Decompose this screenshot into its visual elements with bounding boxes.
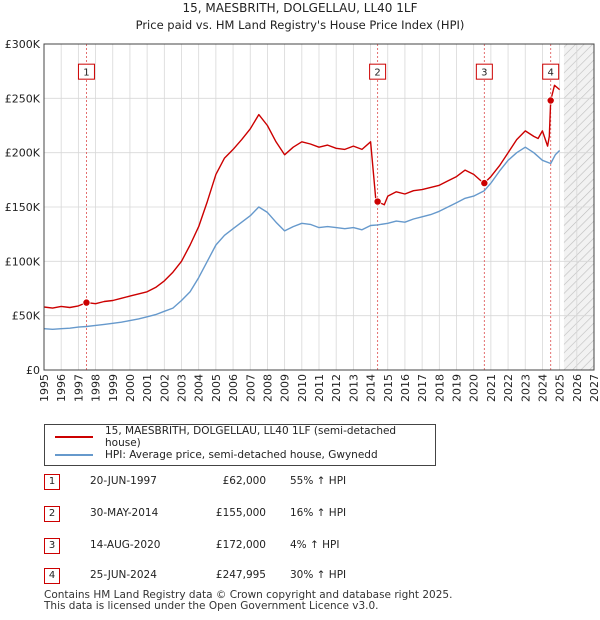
sale-date: 14-AUG-2020 (90, 539, 161, 551)
x-tick-label: 2023 (519, 374, 532, 402)
sale-point (373, 197, 382, 206)
x-tick-label: 2021 (485, 374, 498, 402)
legend: 15, MAESBRITH, DOLGELLAU, LL40 1LF (semi… (44, 424, 436, 466)
y-tick-label: £50K (12, 310, 41, 323)
legend-item-property: 15, MAESBRITH, DOLGELLAU, LL40 1LF (semi… (55, 425, 435, 449)
x-tick-label: 2013 (347, 374, 360, 402)
table-row: 1 20-JUN-1997 £62,000 55% ↑ HPI (44, 474, 444, 492)
y-tick-label: £250K (5, 92, 41, 105)
sale-annotation-label: 1 (83, 68, 89, 79)
series-line-hpi (43, 146, 561, 330)
footer-line-copyright: Contains HM Land Registry data © Crown c… (44, 589, 453, 601)
sale-price: £62,000 (222, 475, 266, 487)
x-tick-label: 2022 (502, 374, 515, 402)
sale-number-badge: 4 (44, 568, 60, 584)
x-tick-label: 2011 (313, 374, 326, 402)
sale-date: 25-JUN-2024 (90, 569, 157, 581)
legend-label-property: 15, MAESBRITH, DOLGELLAU, LL40 1LF (semi… (104, 425, 397, 449)
x-tick-label: 2005 (210, 374, 223, 402)
x-tick-label: 2016 (399, 374, 412, 402)
sale-price: £155,000 (215, 507, 266, 519)
x-tick-label: 2019 (451, 374, 464, 402)
sale-date: 20-JUN-1997 (90, 475, 157, 487)
x-tick-label: 1998 (90, 374, 103, 402)
sale-price: £247,995 (215, 569, 266, 581)
x-tick-label: 2009 (279, 374, 292, 402)
x-tick-label: 2024 (536, 374, 549, 402)
sale-hpi-change: 55% ↑ HPI (290, 475, 347, 487)
x-tick-label: 2002 (158, 374, 171, 402)
footer-line-licence: This data is licensed under the Open Gov… (44, 600, 379, 612)
sale-annotation-box (369, 63, 387, 80)
x-tick-label: 1995 (38, 374, 51, 402)
sale-annotation-label: 2 (374, 68, 380, 79)
chart-title: 15, MAESBRITH, DOLGELLAU, LL40 1LF (183, 1, 418, 15)
x-tick-label: 2007 (244, 374, 257, 402)
sale-hpi-change: 30% ↑ HPI (290, 569, 347, 581)
series-line-property (43, 84, 561, 309)
x-tick-label: 2020 (468, 374, 481, 402)
legend-label-hpi: HPI: Average price, semi-detached house,… (105, 449, 378, 461)
y-tick-label: £150K (5, 201, 41, 214)
sale-number-badge: 2 (44, 506, 60, 522)
chart-subtitle: Price paid vs. HM Land Registry's House … (136, 18, 465, 32)
sale-point (480, 179, 489, 188)
legend-item-hpi: HPI: Average price, semi-detached house,… (55, 447, 378, 463)
x-tick-label: 2017 (416, 374, 429, 402)
sale-annotation-box (475, 63, 493, 80)
sale-annotation-box (77, 63, 95, 80)
y-tick-label: £300K (5, 38, 41, 51)
x-tick-label: 2014 (365, 374, 378, 402)
x-tick-label: 2015 (382, 374, 395, 402)
x-tick-label: 2026 (571, 374, 584, 402)
x-tick-label: 2003 (176, 374, 189, 402)
sale-hpi-change: 4% ↑ HPI (290, 539, 340, 551)
sale-point (82, 298, 91, 307)
legend-swatch-hpi (55, 454, 93, 456)
y-tick-label: £200K (5, 147, 41, 160)
x-tick-label: 2000 (124, 374, 137, 402)
table-row: 3 14-AUG-2020 £172,000 4% ↑ HPI (44, 538, 444, 556)
sale-annotation-box (542, 63, 560, 80)
sale-number-badge: 3 (44, 538, 60, 554)
plot-frame (43, 43, 595, 371)
sale-point (546, 96, 555, 105)
table-row: 2 30-MAY-2014 £155,000 16% ↑ HPI (44, 506, 444, 524)
x-tick-label: 2025 (554, 374, 567, 402)
x-tick-label: 1997 (72, 374, 85, 402)
x-tick-label: 2012 (330, 374, 343, 402)
x-tick-label: 2008 (261, 374, 274, 402)
x-tick-label: 1996 (55, 374, 68, 402)
x-tick-label: 2006 (227, 374, 240, 402)
x-tick-label: 2004 (193, 374, 206, 402)
sale-number-badge: 1 (44, 474, 60, 490)
x-tick-label: 2027 (588, 374, 600, 402)
x-tick-label: 2001 (141, 374, 154, 402)
legend-swatch-property (55, 436, 93, 438)
table-row: 4 25-JUN-2024 £247,995 30% ↑ HPI (44, 568, 444, 586)
sale-annotation-label: 3 (481, 68, 487, 79)
x-tick-label: 2018 (433, 374, 446, 402)
sale-date: 30-MAY-2014 (90, 507, 159, 519)
y-tick-label: £100K (5, 255, 41, 268)
sale-hpi-change: 16% ↑ HPI (290, 507, 347, 519)
sale-annotation-label: 4 (548, 68, 554, 79)
price-chart: 15, MAESBRITH, DOLGELLAU, LL40 1LF Price… (5, 1, 600, 402)
x-tick-label: 2010 (296, 374, 309, 402)
y-tick-label: £0 (26, 364, 40, 377)
x-tick-label: 1999 (107, 374, 120, 402)
footer-attribution: Contains HM Land Registry data © Crown c… (44, 590, 452, 612)
sale-price: £172,000 (215, 539, 266, 551)
